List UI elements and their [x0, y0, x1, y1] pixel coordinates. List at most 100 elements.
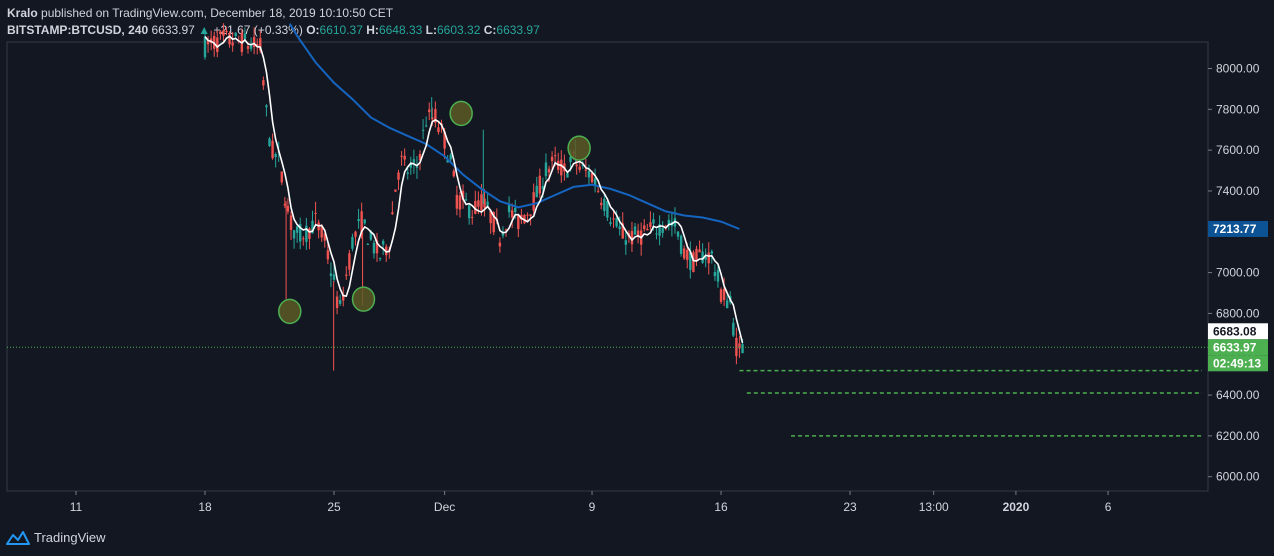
candle-body — [661, 227, 664, 233]
candle-body — [698, 249, 701, 253]
candle-body — [283, 203, 287, 206]
candle-body — [695, 248, 698, 261]
candle-body — [363, 219, 366, 224]
candle-body — [412, 159, 416, 163]
candle-body — [320, 226, 323, 238]
candle-body — [366, 243, 369, 245]
candle-body — [231, 42, 234, 46]
candle-body — [566, 173, 569, 178]
price-chart[interactable]: 6000.006200.006400.006600.006800.007000.… — [0, 0, 1274, 520]
candle-body — [415, 166, 419, 168]
candle-body — [630, 231, 634, 245]
candle-body — [535, 185, 538, 198]
candle-body — [394, 189, 397, 192]
candle-body — [658, 224, 661, 236]
candle-body — [489, 210, 492, 224]
candle-body — [480, 194, 483, 211]
candle-body — [603, 198, 606, 212]
candle-body — [375, 240, 379, 254]
candle-body — [633, 226, 637, 235]
x-tick-label: 6 — [1105, 500, 1112, 514]
x-tick-label: Dec — [434, 500, 455, 514]
candle-body — [474, 200, 477, 214]
candle-body — [259, 38, 262, 51]
candle-body — [532, 192, 535, 211]
candle-body — [498, 242, 502, 247]
candle-body — [701, 251, 704, 263]
candle-body — [713, 272, 717, 277]
candle-body — [455, 194, 459, 209]
candle-body — [311, 220, 314, 234]
candle-body — [464, 199, 468, 201]
candle-body — [704, 257, 707, 260]
candle-body — [514, 207, 517, 213]
y-tick-label: 6200.00 — [1216, 429, 1260, 443]
tradingview-logo-icon[interactable] — [6, 529, 30, 547]
candle-body — [446, 159, 449, 163]
moving-averages — [204, 23, 744, 344]
candle-body — [249, 44, 253, 49]
candle-body — [289, 215, 293, 230]
candle-body — [618, 226, 621, 229]
grid — [6, 41, 1209, 492]
candle-body — [504, 229, 508, 231]
candle-body — [360, 211, 363, 233]
candle-body — [686, 249, 689, 260]
candle-body — [507, 204, 511, 213]
brand-label[interactable]: TradingView — [34, 530, 106, 545]
candle-body — [305, 225, 308, 242]
candle-body — [243, 33, 247, 40]
last-badge-label: 6633.97 — [1213, 340, 1257, 354]
y-tick-label: 7400.00 — [1216, 184, 1260, 198]
y-tick-label: 8000.00 — [1216, 62, 1260, 76]
candle-body — [550, 156, 554, 162]
candle-body — [443, 131, 446, 149]
ma-fast-badge-label: 6683.08 — [1213, 324, 1257, 338]
candle-body — [467, 205, 471, 219]
candle-body — [722, 288, 726, 301]
ma-slow-badge — [1208, 220, 1268, 237]
annotation-markers — [278, 100, 591, 325]
candle-body — [286, 205, 290, 212]
x-tick-label: 13:00 — [919, 500, 949, 514]
candle-body — [517, 214, 520, 229]
footer-bar: TradingView — [0, 520, 1274, 556]
ma-slow-line — [288, 23, 740, 230]
candle-body — [689, 251, 692, 270]
candle-body — [222, 30, 225, 36]
countdown-badge-label: 02:49:13 — [1213, 356, 1261, 370]
publish-line: Kralo published on TradingView.com, Dece… — [7, 6, 393, 20]
candle-body — [710, 251, 714, 254]
candle-body — [372, 242, 376, 254]
x-tick-label: 18 — [198, 500, 212, 514]
candle-body — [624, 240, 628, 245]
candle-body — [428, 109, 431, 113]
x-tick-label: 23 — [843, 500, 857, 514]
high-label: H: — [366, 23, 379, 37]
last-price-value: 6633.97 — [151, 23, 195, 37]
candle-body — [351, 236, 354, 249]
candle-body — [526, 214, 529, 216]
candle-body — [268, 138, 271, 147]
candle-body — [649, 222, 652, 227]
candle-body — [338, 300, 342, 304]
author-name[interactable]: Kralo — [7, 6, 38, 20]
candle-body — [332, 274, 336, 280]
candle-body — [271, 140, 274, 159]
candle-body — [501, 231, 505, 236]
candle-body — [643, 225, 646, 230]
close-label: C: — [483, 23, 497, 37]
candle-body — [397, 172, 400, 180]
candle-body — [612, 218, 615, 220]
candle-body — [652, 219, 655, 224]
published-text: published on TradingView.com, December 1… — [41, 6, 394, 20]
axes: 6000.006200.006400.006600.006800.007000.… — [70, 42, 1268, 514]
countdown-badge — [1208, 355, 1268, 372]
candle-body — [593, 178, 597, 186]
symbol-label[interactable]: BITSTAMP:BTCUSD, 240 — [7, 23, 149, 37]
candle-body — [252, 36, 256, 47]
candle-body — [581, 164, 585, 166]
candle-body — [280, 171, 283, 183]
candle-body — [406, 172, 409, 174]
candle-body — [667, 219, 671, 225]
